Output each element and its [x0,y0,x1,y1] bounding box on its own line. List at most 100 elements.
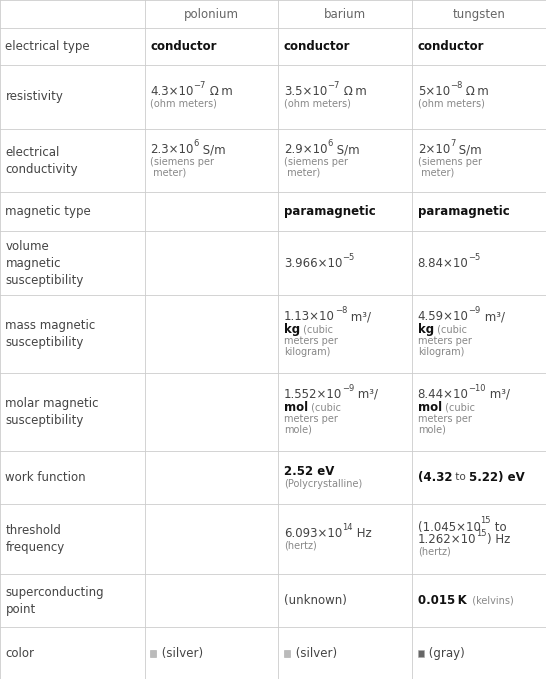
Text: paramagnetic: paramagnetic [418,205,509,219]
Text: 1.262×10: 1.262×10 [418,534,476,547]
Text: mass magnetic
susceptibility: mass magnetic susceptibility [5,319,96,349]
Text: −10: −10 [468,384,486,392]
Text: to: to [452,472,469,482]
Text: m³/: m³/ [354,388,378,401]
Text: −8: −8 [335,306,347,315]
Text: tungsten: tungsten [453,7,506,20]
Text: threshold
frequency: threshold frequency [5,524,65,554]
Text: 3.5×10: 3.5×10 [284,85,327,98]
Text: (Polycrystalline): (Polycrystalline) [284,479,362,488]
Text: 7: 7 [450,139,455,148]
Text: (ohm meters): (ohm meters) [284,98,351,109]
Text: 2.52 eV: 2.52 eV [284,465,334,478]
Text: 8.84×10: 8.84×10 [418,257,468,270]
Text: S/m: S/m [455,143,482,156]
Text: mole): mole) [284,425,312,435]
Text: 2.3×10: 2.3×10 [150,143,193,156]
Text: (siemens per: (siemens per [150,157,214,166]
Text: (cubic: (cubic [308,402,341,412]
Text: ) Hz: ) Hz [486,534,510,547]
Text: meter): meter) [150,168,186,177]
Text: mol: mol [418,401,442,414]
Text: magnetic type: magnetic type [5,205,91,219]
Text: polonium: polonium [184,7,239,20]
Text: kg: kg [418,323,434,336]
Text: (unknown): (unknown) [284,594,347,607]
Text: (siemens per: (siemens per [284,157,348,166]
Text: work function: work function [5,471,86,483]
Text: meters per: meters per [418,414,472,424]
Text: (hertz): (hertz) [284,540,317,551]
Text: (cubic: (cubic [300,325,333,335]
Text: 4.3×10: 4.3×10 [150,85,193,98]
Text: −7: −7 [193,81,206,90]
Text: −5: −5 [468,253,480,261]
Text: kilogram): kilogram) [418,347,464,357]
Bar [284,650,290,657]
Text: 5×10: 5×10 [418,85,450,98]
Text: barium: barium [324,7,366,20]
Text: (ohm meters): (ohm meters) [150,98,217,109]
Text: electrical type: electrical type [5,40,90,53]
Text: 14: 14 [342,523,353,532]
Text: (cubic: (cubic [434,325,467,335]
Text: 6.093×10: 6.093×10 [284,527,342,540]
Bar [150,650,156,657]
Text: meter): meter) [418,168,454,177]
Text: (silver): (silver) [292,646,337,660]
Text: 3.966×10: 3.966×10 [284,257,342,270]
Text: kg: kg [284,323,300,336]
Text: meters per: meters per [418,336,472,346]
Text: 6: 6 [328,139,333,148]
Text: S/m: S/m [333,143,359,156]
Text: −9: −9 [342,384,354,392]
Text: (siemens per: (siemens per [418,157,482,166]
Text: 0.015 K: 0.015 K [418,594,466,607]
Text: (gray): (gray) [425,646,465,660]
Text: resistivity: resistivity [5,90,63,103]
Text: (cubic: (cubic [442,402,475,412]
Text: m³/: m³/ [347,310,371,323]
Text: conductor: conductor [150,40,217,53]
Text: Hz: Hz [353,527,371,540]
Text: 1.552×10: 1.552×10 [284,388,342,401]
Text: 8.44×10: 8.44×10 [418,388,468,401]
Text: (ohm meters): (ohm meters) [418,98,484,109]
Text: Ω m: Ω m [340,85,366,98]
Text: Ω m: Ω m [206,85,233,98]
Text: −5: −5 [342,253,354,261]
Text: molar magnetic
susceptibility: molar magnetic susceptibility [5,397,99,426]
Text: (silver): (silver) [158,646,203,660]
Text: kilogram): kilogram) [284,347,330,357]
Text: 2.9×10: 2.9×10 [284,143,328,156]
Text: (4.32: (4.32 [418,471,452,483]
Text: 15: 15 [480,517,491,526]
Text: electrical
conductivity: electrical conductivity [5,145,78,176]
Text: 1.13×10: 1.13×10 [284,310,335,323]
Text: (hertz): (hertz) [418,547,450,557]
Text: meter): meter) [284,168,320,177]
Text: to: to [491,521,507,534]
Text: −7: −7 [327,81,340,90]
Text: volume
magnetic
susceptibility: volume magnetic susceptibility [5,240,84,287]
Text: S/m: S/m [199,143,225,156]
Text: Ω m: Ω m [462,85,489,98]
Text: superconducting
point: superconducting point [5,586,104,616]
Text: color: color [5,646,34,660]
Text: 6: 6 [193,139,199,148]
Text: 15: 15 [476,530,486,538]
Text: mol: mol [284,401,308,414]
Text: (kelvins): (kelvins) [466,596,514,606]
Bar [418,650,424,657]
Text: meters per: meters per [284,336,338,346]
Text: −8: −8 [450,81,462,90]
Text: 2×10: 2×10 [418,143,450,156]
Text: mole): mole) [418,425,446,435]
Text: m³/: m³/ [486,388,510,401]
Text: −9: −9 [468,306,481,315]
Text: 5.22) eV: 5.22) eV [469,471,525,483]
Text: meters per: meters per [284,414,338,424]
Text: (1.045×10: (1.045×10 [418,521,480,534]
Text: conductor: conductor [284,40,351,53]
Text: paramagnetic: paramagnetic [284,205,376,219]
